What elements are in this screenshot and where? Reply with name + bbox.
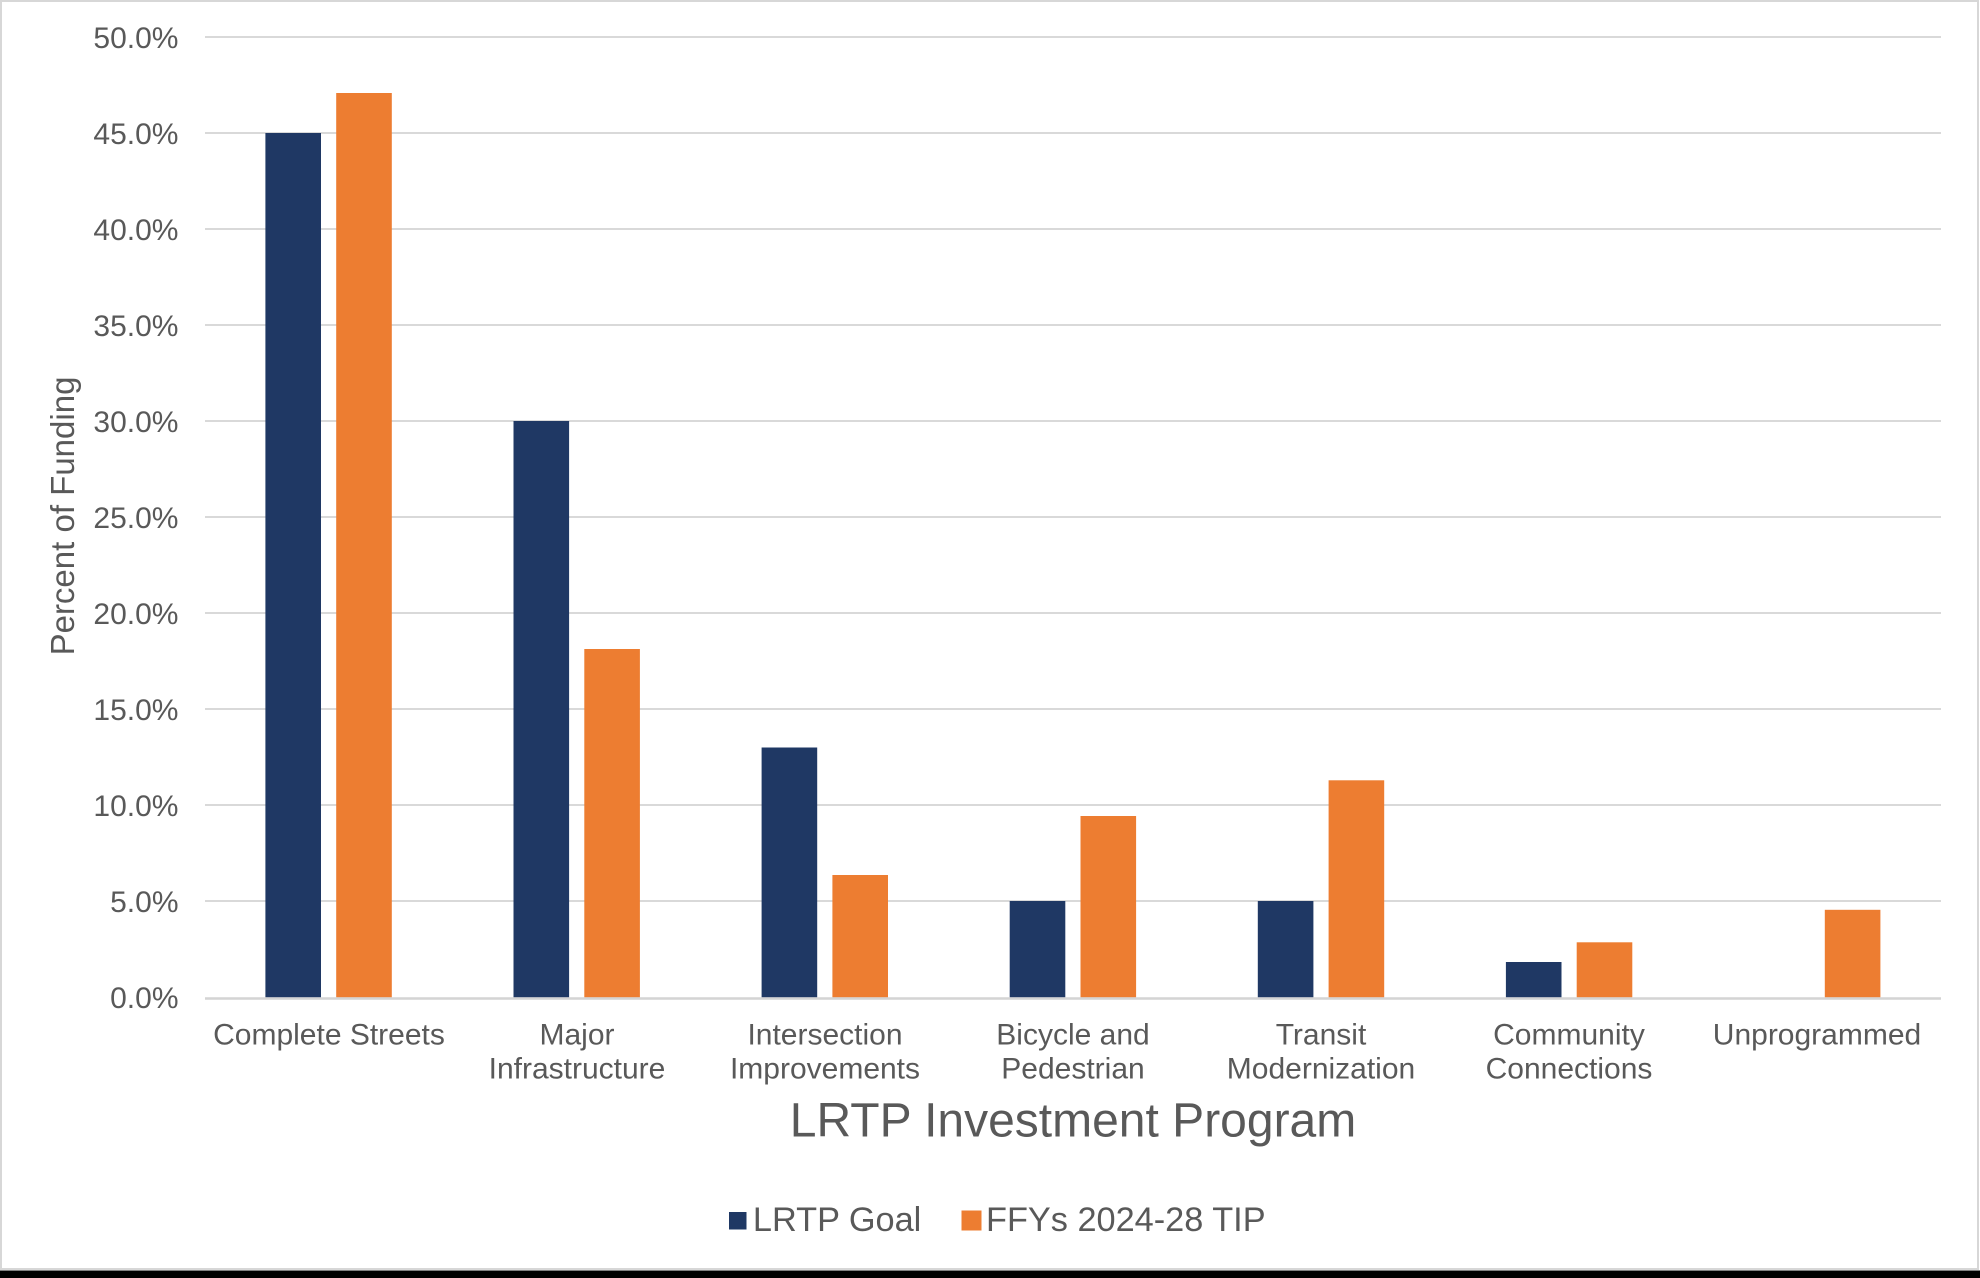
svg-text:Percent of Funding: Percent of Funding [44,377,81,656]
svg-text:Transit: Transit [1276,1019,1367,1052]
svg-text:LRTP Investment Program: LRTP Investment Program [790,1095,1356,1148]
svg-text:5.0%: 5.0% [110,886,178,919]
svg-text:Connections: Connections [1486,1053,1653,1086]
svg-text:15.0%: 15.0% [93,694,178,727]
svg-text:Intersection: Intersection [747,1019,902,1052]
svg-text:Bicycle and: Bicycle and [996,1019,1149,1052]
svg-text:Community: Community [1493,1019,1645,1052]
svg-text:Infrastructure: Infrastructure [489,1053,666,1086]
svg-text:30.0%: 30.0% [93,406,178,439]
svg-text:45.0%: 45.0% [93,118,178,151]
svg-text:40.0%: 40.0% [93,214,178,247]
svg-text:Improvements: Improvements [730,1053,920,1086]
svg-text:50.0%: 50.0% [93,22,178,55]
svg-text:Major: Major [539,1019,614,1052]
svg-text:20.0%: 20.0% [93,598,178,631]
svg-text:FFYs 2024-28 TIP: FFYs 2024-28 TIP [986,1201,1266,1239]
svg-text:10.0%: 10.0% [93,790,178,823]
svg-text:Modernization: Modernization [1227,1053,1415,1086]
svg-text:Unprogrammed: Unprogrammed [1713,1019,1921,1052]
svg-text:LRTP Goal: LRTP Goal [753,1201,921,1239]
svg-text:Pedestrian: Pedestrian [1001,1053,1144,1086]
svg-text:0.0%: 0.0% [110,982,178,1015]
svg-text:Complete Streets: Complete Streets [213,1019,445,1052]
svg-text:25.0%: 25.0% [93,502,178,535]
svg-text:35.0%: 35.0% [93,310,178,343]
